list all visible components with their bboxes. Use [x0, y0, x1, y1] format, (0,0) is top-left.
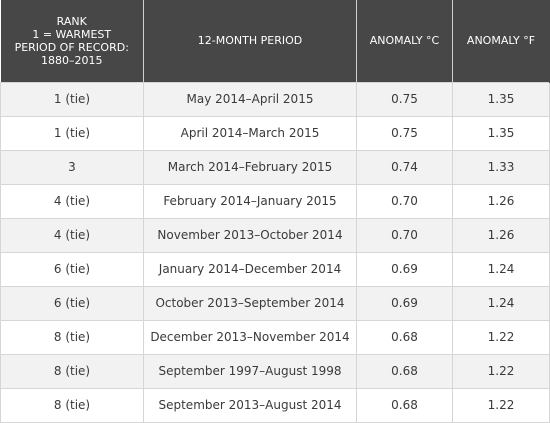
anomaly-f-column-header: ANOMALY °F: [452, 0, 550, 82]
table-row: 6 (tie) January 2014–December 2014 0.69 …: [0, 251, 550, 287]
table-row: 1 (tie) May 2014–April 2015 0.75 1.35: [0, 81, 550, 117]
rank-cell: 8 (tie): [0, 387, 144, 423]
anomaly-c-cell: 0.68: [356, 387, 453, 423]
rank-column-header: RANK 1 = WARMEST PERIOD OF RECORD: 1880–…: [0, 0, 144, 82]
table-row: 8 (tie) September 2013–August 2014 0.68 …: [0, 387, 550, 423]
period-cell: September 2013–August 2014: [143, 387, 357, 423]
period-column-header: 12-MONTH PERIOD: [143, 0, 357, 82]
table-row: 1 (tie) April 2014–March 2015 0.75 1.35: [0, 115, 550, 151]
anomaly-f-cell: 1.35: [452, 115, 550, 151]
rank-cell: 6 (tie): [0, 285, 144, 321]
rank-header-line: PERIOD OF RECORD:: [14, 40, 129, 54]
rank-header-line: RANK: [56, 14, 87, 28]
rank-header-line: 1880–2015: [41, 53, 103, 67]
rank-cell: 8 (tie): [0, 353, 144, 389]
table-body: 1 (tie) May 2014–April 2015 0.75 1.35 1 …: [0, 81, 550, 423]
anomaly-c-cell: 0.69: [356, 285, 453, 321]
period-cell: March 2014–February 2015: [143, 149, 357, 185]
table-row: 4 (tie) February 2014–January 2015 0.70 …: [0, 183, 550, 219]
anomaly-c-cell: 0.68: [356, 319, 453, 355]
anomaly-f-cell: 1.33: [452, 149, 550, 185]
period-cell: December 2013–November 2014: [143, 319, 357, 355]
anomaly-f-cell: 1.26: [452, 183, 550, 219]
period-cell: September 1997–August 1998: [143, 353, 357, 389]
anomaly-f-cell: 1.22: [452, 319, 550, 355]
anomaly-c-cell: 0.75: [356, 115, 453, 151]
table-row: 3 March 2014–February 2015 0.74 1.33: [0, 149, 550, 185]
anomaly-f-cell: 1.22: [452, 387, 550, 423]
anomaly-f-cell: 1.35: [452, 81, 550, 117]
rank-cell: 8 (tie): [0, 319, 144, 355]
period-cell: April 2014–March 2015: [143, 115, 357, 151]
table-row: 4 (tie) November 2013–October 2014 0.70 …: [0, 217, 550, 253]
rank-header-line: 1 = WARMEST: [32, 27, 112, 41]
anomaly-f-cell: 1.22: [452, 353, 550, 389]
anomaly-c-column-header: ANOMALY °C: [356, 0, 453, 82]
rank-cell: 1 (tie): [0, 115, 144, 151]
rank-cell: 3: [0, 149, 144, 185]
header-row: RANK 1 = WARMEST PERIOD OF RECORD: 1880–…: [0, 0, 550, 82]
rank-cell: 4 (tie): [0, 183, 144, 219]
table-row: 8 (tie) September 1997–August 1998 0.68 …: [0, 353, 550, 389]
anomaly-c-cell: 0.70: [356, 217, 453, 253]
rank-cell: 4 (tie): [0, 217, 144, 253]
anomaly-c-cell: 0.70: [356, 183, 453, 219]
period-cell: May 2014–April 2015: [143, 81, 357, 117]
anomaly-c-cell: 0.75: [356, 81, 453, 117]
table-row: 8 (tie) December 2013–November 2014 0.68…: [0, 319, 550, 355]
period-cell: February 2014–January 2015: [143, 183, 357, 219]
anomaly-f-cell: 1.24: [452, 285, 550, 321]
anomaly-c-cell: 0.68: [356, 353, 453, 389]
table-row: 6 (tie) October 2013–September 2014 0.69…: [0, 285, 550, 321]
table-header: RANK 1 = WARMEST PERIOD OF RECORD: 1880–…: [0, 0, 550, 82]
rank-cell: 1 (tie): [0, 81, 144, 117]
rank-cell: 6 (tie): [0, 251, 144, 287]
anomaly-f-cell: 1.26: [452, 217, 550, 253]
period-cell: October 2013–September 2014: [143, 285, 357, 321]
period-cell: November 2013–October 2014: [143, 217, 357, 253]
anomaly-f-cell: 1.24: [452, 251, 550, 287]
period-cell: January 2014–December 2014: [143, 251, 357, 287]
anomaly-c-cell: 0.74: [356, 149, 453, 185]
anomaly-c-cell: 0.69: [356, 251, 453, 287]
